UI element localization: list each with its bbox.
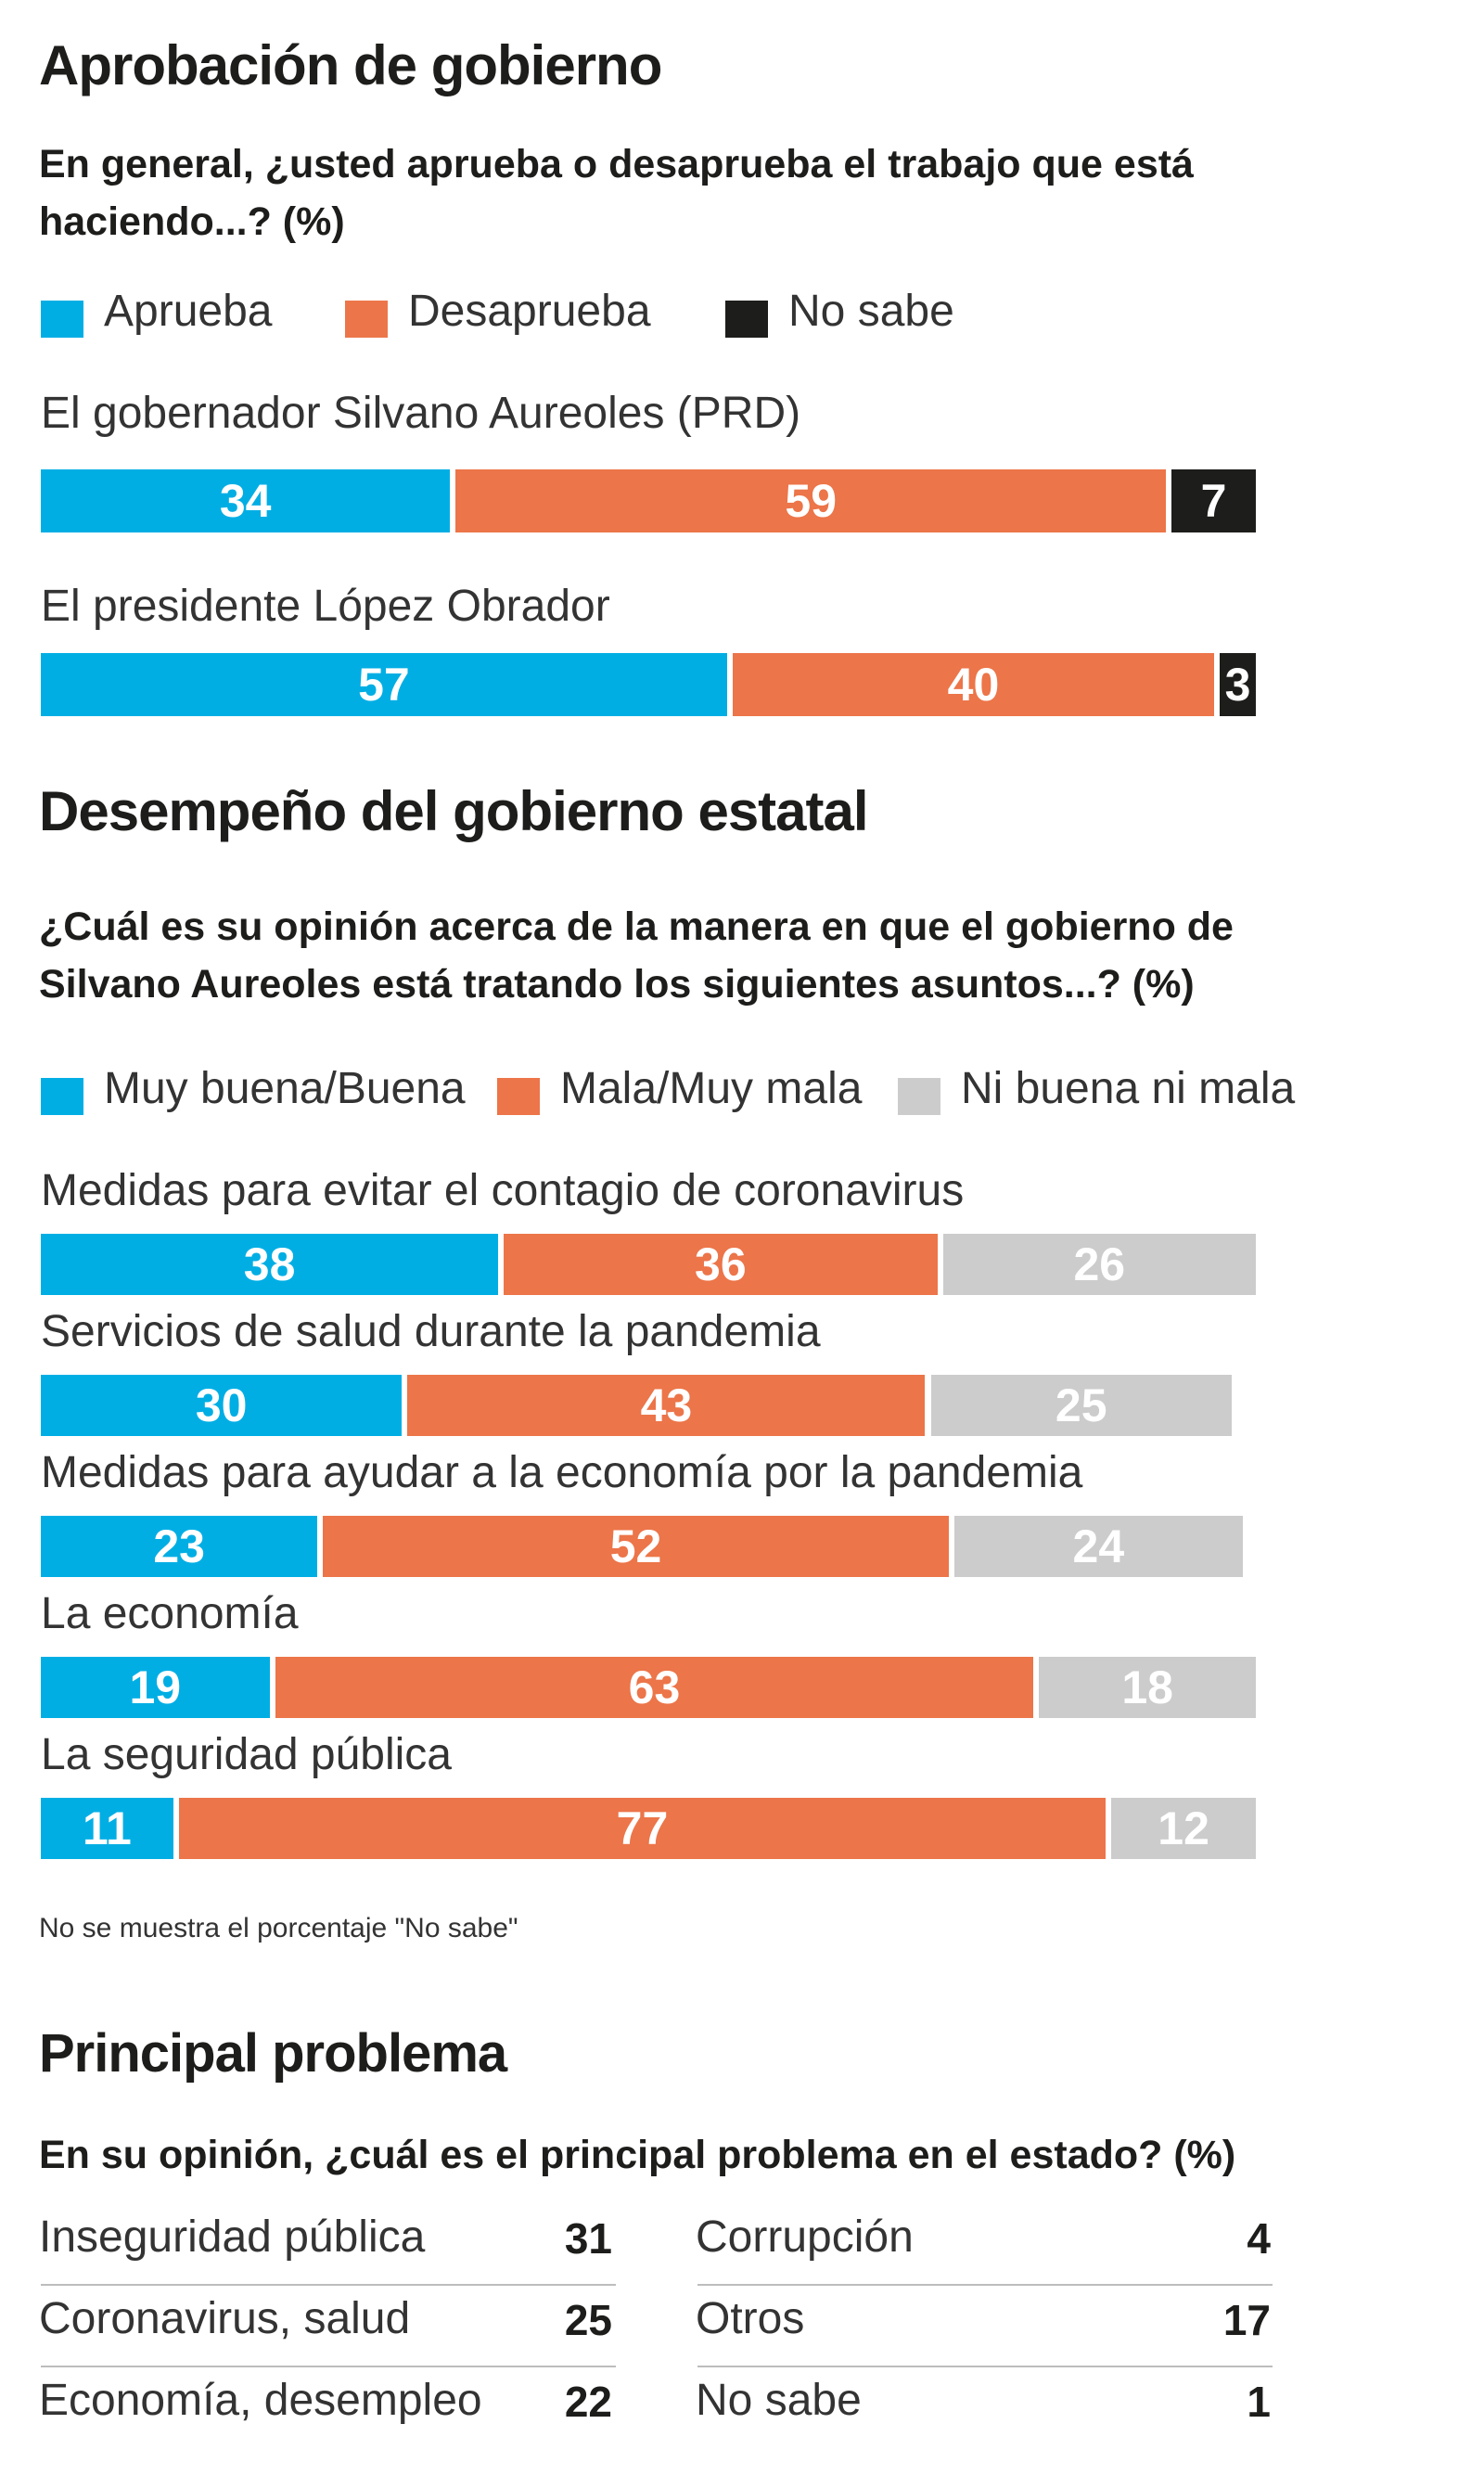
legend-swatch bbox=[345, 301, 388, 338]
legend-swatch bbox=[497, 1078, 540, 1115]
approval-title: Aprobación de gobierno bbox=[39, 34, 662, 96]
problem-label: No sabe bbox=[696, 2376, 862, 2425]
problem-question: En su opinión, ¿cuál es el principal pro… bbox=[39, 2133, 1236, 2177]
bar-category-label: La seguridad pública bbox=[41, 1730, 452, 1779]
performance-question: ¿Cuál es su opinión acerca de la manera … bbox=[39, 904, 1234, 1007]
bar-segment: 52 bbox=[323, 1516, 949, 1577]
bar-segment: 24 bbox=[953, 1516, 1243, 1577]
bar-value-label: 23 bbox=[153, 1520, 205, 1572]
problem-title: Principal problema bbox=[39, 2023, 507, 2084]
bar-segment: 63 bbox=[275, 1657, 1034, 1718]
legend-label: Aprueba bbox=[104, 287, 273, 336]
bar-segment: 26 bbox=[942, 1234, 1256, 1295]
bar-value-label: 18 bbox=[1121, 1661, 1173, 1713]
problem-value: 25 bbox=[564, 2296, 612, 2344]
bar-segment: 12 bbox=[1111, 1798, 1256, 1859]
bar-segment: 25 bbox=[930, 1375, 1232, 1436]
legend-label: Mala/Muy mala bbox=[560, 1064, 863, 1113]
legend-label: No sabe bbox=[788, 287, 954, 336]
bar-value-label: 25 bbox=[1055, 1379, 1107, 1431]
bar-segment: 36 bbox=[504, 1234, 938, 1295]
row-divider bbox=[697, 2284, 1273, 2286]
bar-segment: 40 bbox=[732, 653, 1215, 716]
bar-value-label: 43 bbox=[640, 1379, 693, 1431]
bar-category-label: Medidas para ayudar a la economía por la… bbox=[41, 1448, 1083, 1497]
problem-label: Corrupción bbox=[696, 2212, 914, 2262]
bar-value-label: 36 bbox=[695, 1238, 747, 1290]
bar-segment: 19 bbox=[41, 1657, 270, 1718]
bar-category-label: El presidente López Obrador bbox=[41, 582, 610, 631]
bar-segment: 3 bbox=[1220, 653, 1256, 716]
row-divider bbox=[697, 2366, 1273, 2367]
problem-value: 22 bbox=[564, 2378, 612, 2426]
legend-label: Desaprueba bbox=[408, 287, 651, 336]
bar-value-label: 7 bbox=[1200, 475, 1227, 527]
bar-segment: 38 bbox=[41, 1234, 499, 1295]
bar-segment: 43 bbox=[407, 1375, 926, 1436]
bar-segment: 59 bbox=[455, 469, 1167, 532]
approval-question: En general, ¿usted aprueba o desaprueba … bbox=[39, 142, 1194, 244]
problem-value: 17 bbox=[1222, 2296, 1271, 2344]
problem-value: 4 bbox=[1247, 2214, 1271, 2263]
bar-segment: 23 bbox=[41, 1516, 318, 1577]
bar-segment: 34 bbox=[41, 469, 451, 532]
bar-value-label: 26 bbox=[1073, 1238, 1126, 1290]
bar-value-label: 59 bbox=[785, 475, 838, 527]
performance-title: Desempeño del gobierno estatal bbox=[39, 780, 869, 842]
bar-segment: 77 bbox=[178, 1798, 1107, 1859]
bar-segment: 11 bbox=[41, 1798, 173, 1859]
legend-swatch bbox=[41, 301, 83, 338]
bar-value-label: 30 bbox=[195, 1379, 248, 1431]
row-divider bbox=[41, 2366, 616, 2367]
problem-label: Inseguridad pública bbox=[39, 2212, 426, 2262]
problem-label: Economía, desempleo bbox=[39, 2376, 482, 2425]
legend-swatch bbox=[898, 1078, 940, 1115]
bar-value-label: 24 bbox=[1072, 1520, 1125, 1572]
legend-label: Ni buena ni mala bbox=[961, 1064, 1296, 1113]
problem-value: 1 bbox=[1247, 2378, 1271, 2426]
bar-segment: 30 bbox=[41, 1375, 403, 1436]
bar-value-label: 38 bbox=[243, 1238, 296, 1290]
bar-value-label: 11 bbox=[82, 1802, 132, 1854]
legend-label: Muy buena/Buena bbox=[104, 1064, 466, 1113]
bar-category-label: La economía bbox=[41, 1589, 299, 1638]
bar-segment: 7 bbox=[1171, 469, 1256, 532]
legend-swatch bbox=[41, 1078, 83, 1115]
bar-value-label: 52 bbox=[609, 1520, 662, 1572]
legend-swatch bbox=[725, 301, 768, 338]
bar-value-label: 77 bbox=[616, 1802, 669, 1854]
bar-value-label: 3 bbox=[1224, 659, 1251, 711]
bar-value-label: 19 bbox=[129, 1661, 182, 1713]
bar-value-label: 63 bbox=[628, 1661, 681, 1713]
row-divider bbox=[41, 2284, 616, 2286]
problem-value: 31 bbox=[564, 2214, 612, 2263]
bar-value-label: 12 bbox=[1158, 1802, 1209, 1854]
bar-segment: 57 bbox=[41, 653, 727, 716]
problem-label: Otros bbox=[696, 2294, 805, 2343]
performance-note: No se muestra el porcentaje "No sabe" bbox=[39, 1913, 518, 1943]
bar-segment: 18 bbox=[1039, 1657, 1256, 1718]
problem-label: Coronavirus, salud bbox=[39, 2294, 411, 2343]
bar-value-label: 57 bbox=[358, 659, 410, 711]
bar-value-label: 40 bbox=[947, 659, 1000, 711]
bar-category-label: Servicios de salud durante la pandemia bbox=[41, 1307, 821, 1356]
bar-value-label: 34 bbox=[219, 475, 272, 527]
bar-category-label: Medidas para evitar el contagio de coron… bbox=[41, 1166, 965, 1215]
bar-category-label: El gobernador Silvano Aureoles (PRD) bbox=[41, 389, 801, 438]
